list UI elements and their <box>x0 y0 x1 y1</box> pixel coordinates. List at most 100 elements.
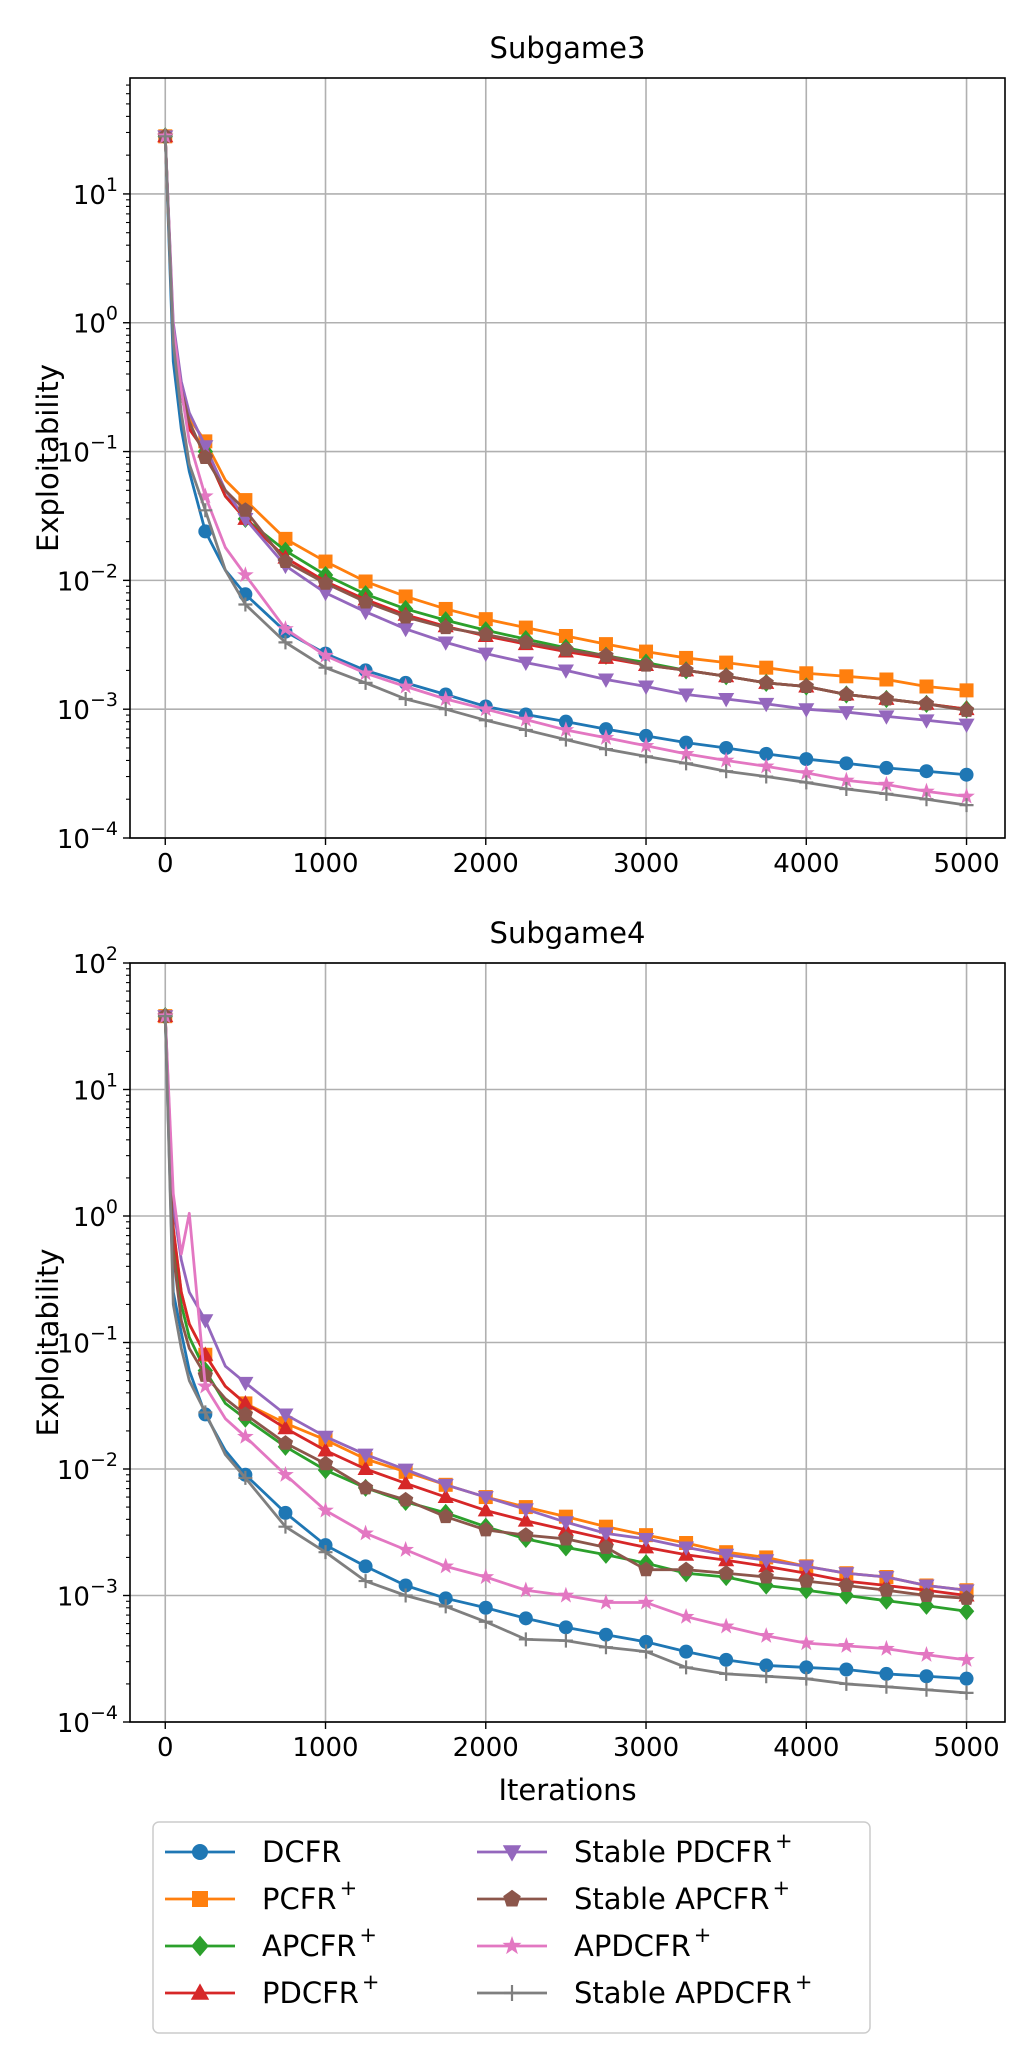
data-point <box>158 129 173 144</box>
data-point <box>918 1587 935 1603</box>
data-point <box>798 678 814 694</box>
data-point <box>679 735 694 750</box>
data-point <box>838 1577 854 1592</box>
legend-label: APCFR + <box>262 1923 377 1963</box>
data-point <box>677 1607 695 1624</box>
data-point <box>238 597 253 612</box>
data-point <box>397 1491 414 1507</box>
data-point <box>639 644 654 659</box>
data-point <box>959 1685 974 1700</box>
x-tick-label: 4000 <box>773 849 839 879</box>
data-point <box>758 1568 774 1584</box>
data-point <box>597 1527 615 1542</box>
x-tick-label: 2000 <box>453 1733 519 1763</box>
data-point <box>438 1599 453 1614</box>
data-point <box>558 1633 573 1648</box>
data-point <box>638 657 654 672</box>
data-point <box>318 660 333 675</box>
data-point <box>357 605 374 621</box>
legend-marker <box>503 1889 521 1907</box>
data-point <box>757 757 775 774</box>
series-stable-apcfr-plus <box>157 128 975 717</box>
data-point <box>678 1561 694 1577</box>
data-point <box>919 1669 934 1684</box>
data-point <box>759 1669 774 1684</box>
data-point <box>919 679 934 694</box>
data-point <box>478 612 493 627</box>
data-point <box>237 1395 254 1410</box>
data-point <box>477 1568 495 1585</box>
data-point <box>758 697 775 713</box>
data-point <box>678 1541 695 1556</box>
data-point <box>759 1658 774 1673</box>
data-point <box>197 449 213 464</box>
data-point <box>277 620 294 636</box>
data-point <box>517 1512 534 1527</box>
data-point <box>838 771 855 788</box>
data-point <box>357 1479 374 1495</box>
data-point <box>557 1516 574 1531</box>
data-point <box>958 1590 975 1605</box>
data-point <box>717 1617 735 1634</box>
y-axis-label: Exploitability <box>31 1248 65 1436</box>
legend-item-dcfr: DCFR <box>165 1835 341 1869</box>
data-point <box>798 1573 814 1588</box>
y-tick-label: 10−2 <box>57 560 118 597</box>
data-point <box>597 673 615 688</box>
data-point <box>558 1620 573 1635</box>
data-point <box>958 702 975 717</box>
data-point <box>517 1503 534 1518</box>
data-point <box>277 1435 294 1450</box>
legend-marker <box>504 1985 520 2001</box>
data-point <box>198 1405 213 1420</box>
x-axis: 0 1000 2000 3000 4000 5000 <box>157 1722 1000 1763</box>
data-point <box>797 764 815 781</box>
data-point <box>677 745 695 761</box>
data-point <box>598 637 613 652</box>
x-axis: 0 1000 2000 3000 4000 5000 <box>157 838 1000 879</box>
data-point <box>718 1565 734 1580</box>
series-stable-pdcfr-plus <box>157 1010 975 1599</box>
y-tick-label: 10−4 <box>57 818 118 855</box>
data-point <box>879 760 894 775</box>
data-point <box>438 601 453 616</box>
data-point <box>639 1634 654 1649</box>
data-point <box>679 650 694 665</box>
data-point <box>918 695 935 711</box>
data-point <box>959 683 974 698</box>
data-point <box>757 1627 775 1643</box>
data-point <box>839 669 854 684</box>
data-point <box>838 1637 855 1653</box>
data-point <box>398 1578 413 1593</box>
data-point <box>717 751 735 768</box>
data-point <box>517 656 534 671</box>
data-point <box>597 729 615 745</box>
data-point <box>959 1671 974 1686</box>
series-stable-apdcfr-plus <box>158 129 974 813</box>
subplot-subgame3: 0 1000 2000 3000 4000 5000 10−4 10−3 10−2 10−1 100… <box>31 31 1006 879</box>
y-tick-label: 102 <box>73 943 118 980</box>
data-point <box>558 1530 574 1546</box>
data-point <box>478 626 494 642</box>
data-point <box>679 756 694 771</box>
data-point <box>799 1660 814 1675</box>
x-tick-label: 4000 <box>773 1733 839 1763</box>
data-point <box>598 1539 614 1554</box>
data-point <box>237 566 254 583</box>
data-point <box>557 721 575 738</box>
data-point <box>799 1671 814 1686</box>
data-point <box>437 636 454 651</box>
data-point <box>397 1463 414 1478</box>
data-point <box>477 700 495 717</box>
data-point <box>398 589 413 604</box>
data-point <box>317 575 334 590</box>
data-point <box>838 706 855 721</box>
y-tick-label: 10−4 <box>57 1702 118 1739</box>
x-axis-label: Iterations <box>498 1773 636 1807</box>
y-axis: 10−4 10−3 10−2 10−1 100 101 102 <box>57 943 130 1739</box>
y-tick-label: 100 <box>73 1196 118 1233</box>
chart-title: Subgame4 <box>490 916 646 950</box>
data-point <box>637 680 655 695</box>
data-point <box>518 722 533 737</box>
